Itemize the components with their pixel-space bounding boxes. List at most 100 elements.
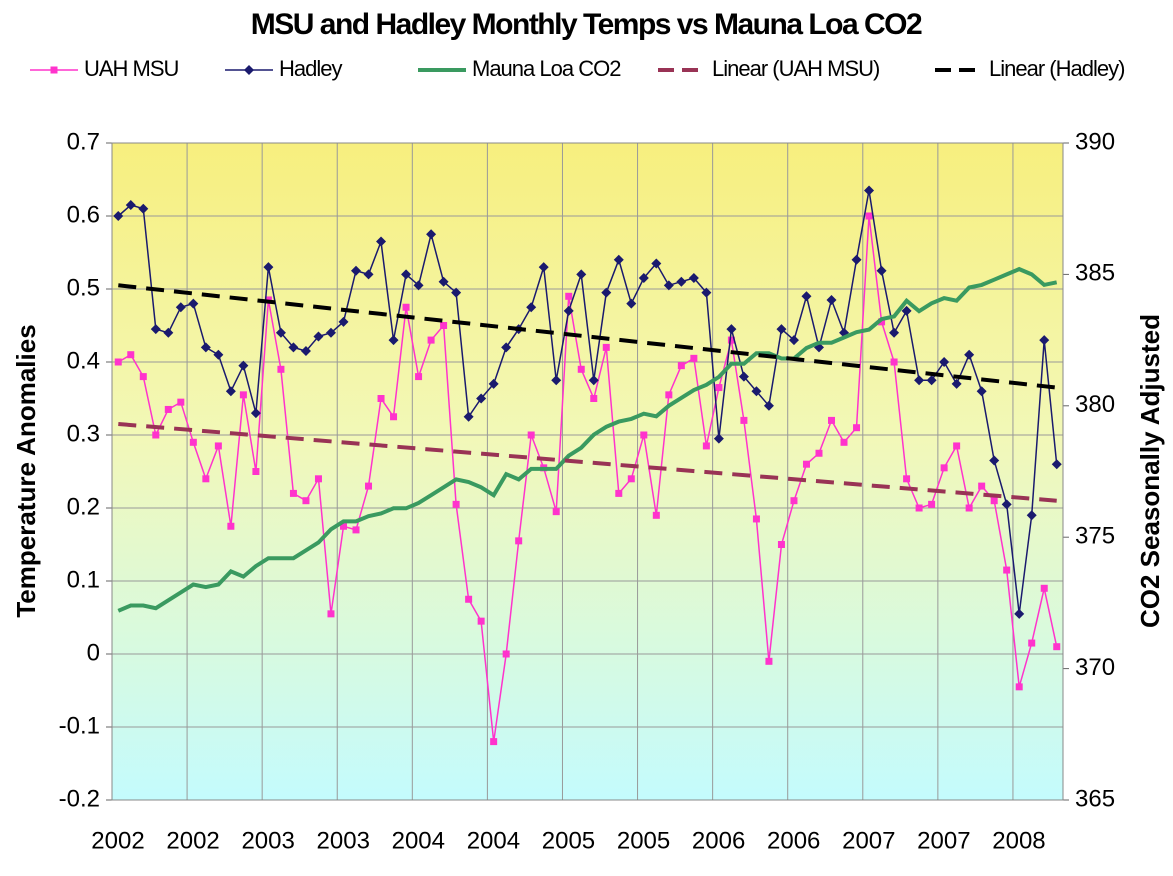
y2-tick-label: 365 [1075, 785, 1115, 812]
point [300, 346, 311, 357]
chart-title: MSU and Hadley Monthly Temps vs Mauna Lo… [251, 8, 922, 41]
point [163, 327, 174, 338]
point [990, 497, 998, 505]
point [802, 460, 810, 468]
point [590, 395, 598, 402]
point [677, 362, 685, 370]
point [202, 475, 210, 483]
y2-tick-label: 375 [1075, 523, 1115, 550]
point [164, 405, 172, 413]
point [1015, 683, 1023, 691]
point [213, 349, 224, 360]
point [150, 324, 161, 335]
point [175, 302, 186, 313]
y2-axis-title: CO2 Seasonally Adjusted [1135, 314, 1165, 628]
point [1003, 566, 1011, 574]
point [238, 360, 249, 371]
point [626, 298, 637, 309]
point [903, 475, 911, 483]
x-tick-label: 2006 [767, 827, 820, 854]
point [313, 331, 324, 342]
point [327, 610, 335, 618]
point [250, 408, 261, 419]
point [415, 373, 423, 381]
point [289, 489, 297, 497]
point [452, 500, 460, 508]
point [851, 254, 862, 265]
x-tick-label: 2005 [542, 827, 595, 854]
x-tick-label: 2005 [617, 827, 670, 854]
point [1028, 639, 1036, 647]
x-tick-label: 2003 [241, 827, 294, 854]
point [189, 438, 197, 446]
point [152, 431, 160, 439]
point [976, 386, 987, 397]
point [463, 411, 474, 422]
x-tick-label: 2004 [467, 827, 520, 854]
point [702, 442, 710, 450]
y-tick-label: 0.2 [67, 493, 100, 520]
y-tick-label: 0.1 [67, 566, 100, 593]
y-tick-label: -0.1 [59, 712, 100, 739]
point [225, 386, 236, 397]
point [865, 212, 873, 220]
y-tick-label: 0.7 [67, 128, 100, 155]
point [477, 617, 485, 625]
point [801, 291, 812, 302]
y2-tick-label: 380 [1075, 391, 1115, 418]
point [1026, 510, 1037, 521]
point [989, 455, 1000, 466]
point [275, 327, 286, 338]
point [713, 433, 724, 444]
point [864, 185, 875, 196]
point [788, 335, 799, 346]
point [890, 358, 898, 366]
point [790, 497, 798, 505]
point [125, 200, 136, 211]
point [914, 375, 925, 386]
point [427, 336, 435, 344]
point [638, 273, 649, 284]
point [1001, 499, 1012, 510]
point [752, 515, 760, 523]
y-tick-label: 0.4 [67, 347, 100, 374]
point [889, 327, 900, 338]
point [853, 424, 861, 432]
point [815, 449, 823, 457]
point [526, 302, 537, 313]
point [200, 342, 211, 353]
y2-tick-label: 370 [1075, 654, 1115, 681]
point [365, 482, 373, 490]
point [965, 504, 973, 512]
point [652, 511, 660, 519]
point [402, 303, 410, 311]
point [263, 262, 274, 273]
y-tick-label: 0.5 [67, 274, 100, 301]
y-tick-label: -0.2 [59, 785, 100, 812]
point [440, 322, 448, 329]
point [239, 391, 247, 399]
point [363, 269, 374, 280]
point [1051, 459, 1062, 470]
point [476, 393, 487, 404]
plot-border [111, 142, 1064, 801]
point [615, 489, 623, 497]
point [701, 287, 712, 298]
y2-tick-label: 390 [1075, 128, 1115, 155]
y-tick-label: 0 [87, 639, 100, 666]
point [939, 357, 950, 367]
point [763, 400, 774, 411]
point [325, 327, 336, 338]
point [565, 292, 573, 300]
point [413, 280, 424, 291]
x-tick-label: 2003 [317, 827, 370, 854]
x-tick-label: 2006 [692, 827, 745, 854]
point [538, 262, 549, 273]
point [690, 354, 698, 362]
point [338, 316, 349, 327]
point [302, 497, 310, 505]
point [727, 336, 735, 344]
point [928, 500, 936, 508]
x-tick-label: 2002 [166, 827, 219, 854]
point [663, 280, 674, 291]
